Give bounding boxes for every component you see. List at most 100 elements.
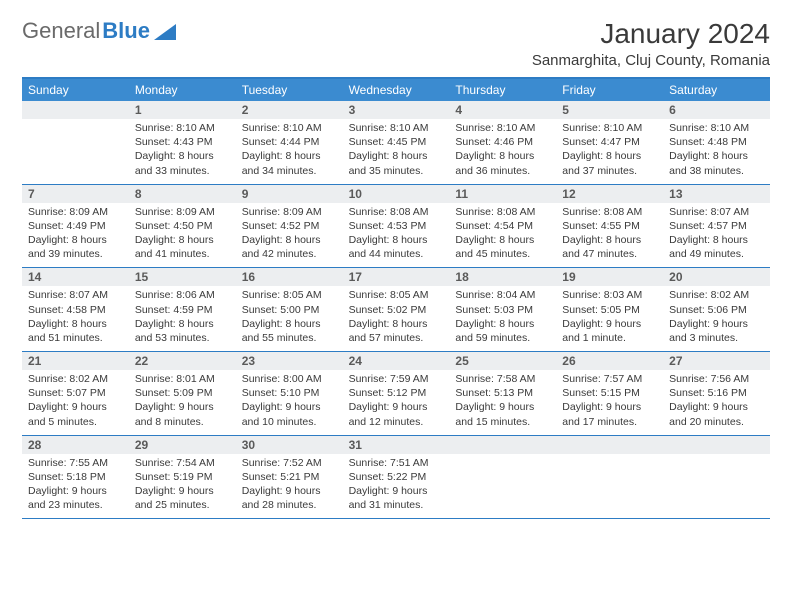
- detail-line: Sunrise: 8:10 AM: [455, 121, 550, 135]
- detail-line: Daylight: 9 hours: [455, 400, 550, 414]
- detail-line: Sunrise: 8:08 AM: [349, 205, 444, 219]
- detail-line: and 51 minutes.: [28, 331, 123, 345]
- day-cell: 21Sunrise: 8:02 AMSunset: 5:07 PMDayligh…: [22, 352, 129, 435]
- logo-text-2: Blue: [102, 18, 150, 44]
- detail-line: Sunset: 5:02 PM: [349, 303, 444, 317]
- day-details: Sunrise: 7:56 AMSunset: 5:16 PMDaylight:…: [669, 372, 764, 429]
- day-number: 19: [556, 268, 663, 286]
- day-cell: 9 Sunrise: 8:09 AMSunset: 4:52 PMDaylight…: [236, 185, 343, 268]
- detail-line: Sunset: 4:53 PM: [349, 219, 444, 233]
- detail-line: Daylight: 9 hours: [242, 484, 337, 498]
- day-cell: [663, 436, 770, 519]
- day-number: 29: [129, 436, 236, 454]
- day-number: 17: [343, 268, 450, 286]
- detail-line: Daylight: 8 hours: [349, 317, 444, 331]
- detail-line: Sunset: 5:07 PM: [28, 386, 123, 400]
- detail-line: Sunrise: 8:08 AM: [455, 205, 550, 219]
- detail-line: Sunset: 4:49 PM: [28, 219, 123, 233]
- day-cell: 12Sunrise: 8:08 AMSunset: 4:55 PMDayligh…: [556, 185, 663, 268]
- detail-line: Sunrise: 8:09 AM: [28, 205, 123, 219]
- detail-line: Sunrise: 8:01 AM: [135, 372, 230, 386]
- day-number: 6: [663, 101, 770, 119]
- weekday-header: Sunday: [22, 79, 129, 101]
- detail-line: and 28 minutes.: [242, 498, 337, 512]
- day-details: Sunrise: 8:09 AMSunset: 4:49 PMDaylight:…: [28, 205, 123, 262]
- detail-line: Daylight: 8 hours: [135, 317, 230, 331]
- day-cell: 14Sunrise: 8:07 AMSunset: 4:58 PMDayligh…: [22, 268, 129, 351]
- detail-line: Sunrise: 7:59 AM: [349, 372, 444, 386]
- day-number: 16: [236, 268, 343, 286]
- detail-line: Sunrise: 8:09 AM: [242, 205, 337, 219]
- detail-line: Sunset: 5:06 PM: [669, 303, 764, 317]
- day-details: Sunrise: 8:08 AMSunset: 4:53 PMDaylight:…: [349, 205, 444, 262]
- detail-line: Sunset: 4:50 PM: [135, 219, 230, 233]
- detail-line: Sunrise: 8:03 AM: [562, 288, 657, 302]
- detail-line: Sunrise: 7:54 AM: [135, 456, 230, 470]
- detail-line: Sunrise: 8:04 AM: [455, 288, 550, 302]
- day-cell: 31Sunrise: 7:51 AMSunset: 5:22 PMDayligh…: [343, 436, 450, 519]
- detail-line: Sunrise: 7:58 AM: [455, 372, 550, 386]
- day-details: Sunrise: 8:02 AMSunset: 5:07 PMDaylight:…: [28, 372, 123, 429]
- detail-line: Daylight: 8 hours: [135, 233, 230, 247]
- detail-line: Daylight: 9 hours: [28, 400, 123, 414]
- day-number: 10: [343, 185, 450, 203]
- detail-line: Sunset: 4:58 PM: [28, 303, 123, 317]
- day-number: 9: [236, 185, 343, 203]
- detail-line: and 59 minutes.: [455, 331, 550, 345]
- detail-line: Sunset: 5:00 PM: [242, 303, 337, 317]
- detail-line: Daylight: 8 hours: [242, 149, 337, 163]
- detail-line: Daylight: 8 hours: [349, 149, 444, 163]
- detail-line: Daylight: 9 hours: [669, 400, 764, 414]
- day-details: Sunrise: 8:09 AMSunset: 4:52 PMDaylight:…: [242, 205, 337, 262]
- detail-line: and 39 minutes.: [28, 247, 123, 261]
- detail-line: Sunrise: 8:07 AM: [669, 205, 764, 219]
- day-details: Sunrise: 8:02 AMSunset: 5:06 PMDaylight:…: [669, 288, 764, 345]
- day-number: 4: [449, 101, 556, 119]
- detail-line: Daylight: 8 hours: [242, 317, 337, 331]
- detail-line: and 35 minutes.: [349, 164, 444, 178]
- day-details: Sunrise: 8:03 AMSunset: 5:05 PMDaylight:…: [562, 288, 657, 345]
- day-number: 30: [236, 436, 343, 454]
- day-number: 12: [556, 185, 663, 203]
- detail-line: Daylight: 8 hours: [349, 233, 444, 247]
- day-cell: 19 Sunrise: 8:03 AMSunset: 5:05 PMDayligh…: [556, 268, 663, 351]
- day-number: 3: [343, 101, 450, 119]
- detail-line: and 49 minutes.: [669, 247, 764, 261]
- day-number: 20: [663, 268, 770, 286]
- day-details: Sunrise: 8:10 AMSunset: 4:46 PMDaylight:…: [455, 121, 550, 178]
- day-details: Sunrise: 8:09 AMSunset: 4:50 PMDaylight:…: [135, 205, 230, 262]
- day-cell: 22Sunrise: 8:01 AMSunset: 5:09 PMDayligh…: [129, 352, 236, 435]
- day-cell: 27Sunrise: 7:56 AMSunset: 5:16 PMDayligh…: [663, 352, 770, 435]
- detail-line: and 23 minutes.: [28, 498, 123, 512]
- detail-line: Sunset: 4:44 PM: [242, 135, 337, 149]
- day-number: 18: [449, 268, 556, 286]
- detail-line: Sunrise: 8:05 AM: [349, 288, 444, 302]
- day-cell: 15Sunrise: 8:06 AMSunset: 4:59 PMDayligh…: [129, 268, 236, 351]
- day-cell: 2Sunrise: 8:10 AMSunset: 4:44 PMDaylight…: [236, 101, 343, 184]
- day-details: Sunrise: 8:10 AMSunset: 4:44 PMDaylight:…: [242, 121, 337, 178]
- detail-line: and 34 minutes.: [242, 164, 337, 178]
- detail-line: Sunrise: 7:51 AM: [349, 456, 444, 470]
- day-details: Sunrise: 7:54 AMSunset: 5:19 PMDaylight:…: [135, 456, 230, 513]
- day-details: Sunrise: 7:52 AMSunset: 5:21 PMDaylight:…: [242, 456, 337, 513]
- detail-line: and 25 minutes.: [135, 498, 230, 512]
- detail-line: Sunrise: 8:09 AM: [135, 205, 230, 219]
- detail-line: Sunset: 5:19 PM: [135, 470, 230, 484]
- detail-line: and 47 minutes.: [562, 247, 657, 261]
- detail-line: Daylight: 9 hours: [349, 400, 444, 414]
- detail-line: Sunrise: 7:56 AM: [669, 372, 764, 386]
- location: Sanmarghita, Cluj County, Romania: [532, 52, 770, 69]
- day-cell: 10 Sunrise: 8:08 AMSunset: 4:53 PMDayligh…: [343, 185, 450, 268]
- day-details: Sunrise: 8:08 AMSunset: 4:54 PMDaylight:…: [455, 205, 550, 262]
- detail-line: Daylight: 9 hours: [242, 400, 337, 414]
- weekday-header: Thursday: [449, 79, 556, 101]
- detail-line: and 1 minute.: [562, 331, 657, 345]
- detail-line: and 15 minutes.: [455, 415, 550, 429]
- detail-line: Daylight: 8 hours: [562, 149, 657, 163]
- detail-line: Daylight: 9 hours: [135, 484, 230, 498]
- logo: GeneralBlue: [22, 18, 176, 44]
- day-cell: 23Sunrise: 8:00 AMSunset: 5:10 PMDayligh…: [236, 352, 343, 435]
- day-cell: 30 Sunrise: 7:52 AMSunset: 5:21 PMDayligh…: [236, 436, 343, 519]
- detail-line: Daylight: 8 hours: [455, 317, 550, 331]
- detail-line: Daylight: 8 hours: [669, 233, 764, 247]
